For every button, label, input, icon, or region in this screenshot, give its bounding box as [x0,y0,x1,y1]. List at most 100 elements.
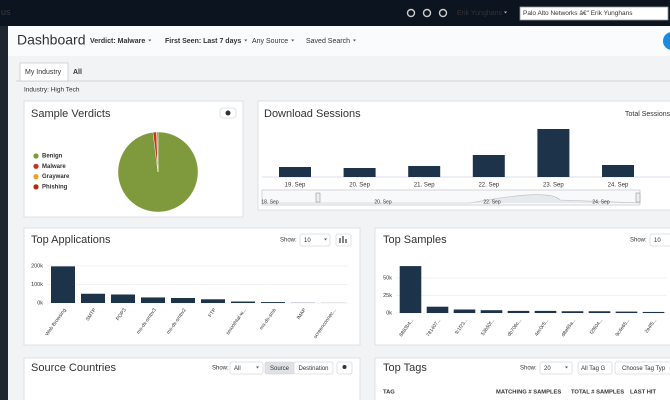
toggle-label: Source [270,366,290,372]
column-header: TOTAL # SAMPLES [571,390,624,396]
tab: My Industry [25,69,62,76]
select[interactable] [299,233,331,247]
y-tick-label: 50k [383,275,392,281]
navigator-handle[interactable] [635,192,641,203]
caret [256,366,259,369]
legend-swatch [33,184,39,190]
navigator-label: 18. Sep [261,199,278,205]
legend-swatch [33,153,39,159]
select[interactable] [229,361,264,375]
total-label: Total Sessions [625,111,670,118]
bar [261,302,285,303]
navigator-label: 22. Sep [483,199,500,205]
bar [561,311,584,313]
bar [602,165,634,177]
y-tick-label: 0k [37,300,43,306]
x-tick-label: 23. Sep [543,183,564,189]
sidebar [0,26,8,400]
tab-active[interactable] [19,62,69,82]
x-tick-label: 21. Sep [414,183,435,189]
button[interactable] [614,361,670,375]
column-header: TAG [383,390,395,396]
select[interactable] [649,233,670,247]
toggle[interactable] [293,361,334,375]
bar [408,166,441,177]
legend-label: Phishing [42,184,68,190]
caret [324,238,327,241]
icon [225,110,231,116]
panel-title: Sample Verdicts [31,108,111,120]
filter[interactable]: First Seen: Last 7 days [165,38,241,45]
show-label: Show: [280,238,297,244]
toolbar-icon[interactable] [438,8,448,18]
bar [472,155,505,177]
caret [504,11,508,14]
action-button[interactable] [663,32,670,50]
select[interactable] [539,361,573,375]
legend-swatch [33,174,39,180]
bar [399,266,422,313]
column-header: LAST HIT [630,390,657,396]
bar [201,299,225,303]
tab: All [73,69,82,76]
caret [244,39,248,42]
icon [339,236,347,243]
header-area [8,26,670,56]
filter[interactable]: Saved Search [306,38,350,45]
y-tick-label: 25k [383,293,392,299]
filter[interactable]: Any Source [252,38,288,45]
x-tick-label: 20. Sep [349,183,370,189]
bar [480,310,503,313]
navigator-label: 24. Sep [592,199,609,205]
bar [231,301,255,303]
toolbar-icon[interactable] [422,8,432,18]
caret [148,39,152,42]
legend-label: Benign [42,154,63,160]
bar [507,310,530,313]
panel-title: Top Applications [31,234,111,246]
show-label: Show: [630,238,647,244]
column-header: MATCHING # SAMPLES [496,390,561,396]
bar [141,297,165,303]
legend-swatch [33,163,39,169]
caret [291,39,295,42]
select-value: 10 [304,238,311,244]
icon [342,365,347,369]
toolbar-icon[interactable] [406,8,416,18]
bar [453,309,476,313]
select-value: 10 [654,238,661,244]
select-value: All [234,366,241,372]
bar [642,311,665,313]
legend-label: Malware [42,164,66,170]
logo: US [1,10,11,17]
bar [588,311,611,313]
bar [81,293,105,303]
bar [279,167,311,177]
x-tick-label: 22. Sep [478,183,499,189]
navigator-label: 20. Sep [374,199,391,205]
navigator-handle[interactable] [315,192,321,203]
panel-title: Top Tags [383,362,427,374]
legend-label: Grayware [42,174,70,180]
caret [352,39,356,42]
panel-title: Top Samples [383,234,447,246]
bar [426,306,449,313]
select[interactable] [577,361,613,375]
panel [374,227,670,346]
caret [565,366,568,369]
search-box[interactable] [519,6,669,21]
bar [537,129,570,177]
button-label: Choose Tag Typ [622,366,666,372]
bar [111,294,135,303]
page-title: Dashboard [17,32,86,48]
show-label: Show: [212,366,229,372]
y-tick-label: 200k [31,263,43,269]
navigator-series [262,194,641,204]
x-tick-label: 19. Sep [285,183,306,189]
bar [51,266,75,303]
filter[interactable]: Verdict: Malware [90,38,145,45]
toggle-label: Destination [298,366,328,372]
panel [23,227,361,346]
